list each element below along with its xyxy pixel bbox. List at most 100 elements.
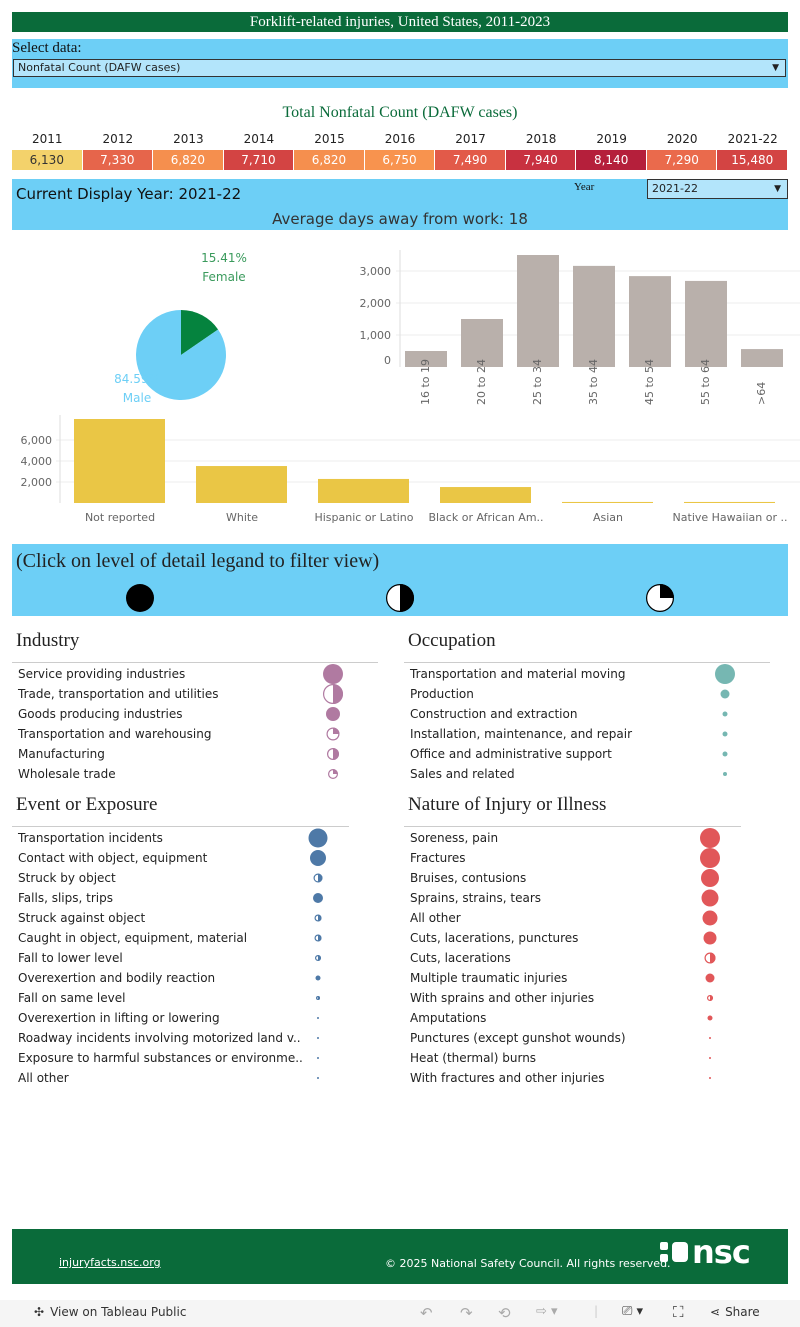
size-circle-icon[interactable] (714, 663, 736, 685)
size-circle-icon[interactable] (722, 751, 729, 758)
pie-slice-male[interactable] (136, 310, 226, 400)
list-item[interactable]: Struck by object (12, 868, 349, 888)
list-item[interactable]: Transportation and warehousing (12, 724, 378, 744)
legend-quarter-circle-icon[interactable] (645, 583, 675, 613)
share-button[interactable]: ⋖ Share (710, 1305, 760, 1319)
size-circle-icon[interactable] (315, 975, 322, 982)
size-circle-icon[interactable] (703, 931, 718, 946)
size-circle-icon[interactable] (706, 994, 714, 1002)
list-item[interactable]: Bruises, contusions (404, 868, 741, 888)
size-circle-icon[interactable] (326, 727, 341, 742)
list-item[interactable]: Struck against object (12, 908, 349, 928)
size-circle-icon[interactable] (702, 910, 719, 927)
list-item[interactable]: Cuts, lacerations (404, 948, 741, 968)
list-item[interactable]: Sprains, strains, tears (404, 888, 741, 908)
list-item[interactable]: Fall to lower level (12, 948, 349, 968)
race-bar[interactable] (562, 501, 653, 503)
race-bar[interactable] (684, 501, 775, 503)
size-circle-icon[interactable] (314, 914, 323, 923)
list-item[interactable]: Wholesale trade (12, 764, 378, 784)
size-circle-icon[interactable] (312, 892, 324, 904)
size-circle-icon[interactable] (327, 768, 339, 780)
list-item[interactable]: Cuts, lacerations, punctures (404, 928, 741, 948)
size-circle-icon[interactable] (322, 663, 344, 685)
list-item[interactable]: Overexertion and bodily reaction (12, 968, 349, 988)
age-bar[interactable] (629, 276, 671, 367)
revert-icon[interactable]: ⟲ (498, 1304, 511, 1322)
pie-slice-female[interactable] (181, 310, 219, 355)
age-bar[interactable] (685, 280, 727, 367)
refresh-icon[interactable]: ⇨ ▾ (536, 1304, 558, 1319)
list-item[interactable]: Trade, transportation and utilities (12, 684, 378, 704)
list-item[interactable]: Transportation and material moving (404, 664, 770, 684)
size-circle-icon[interactable] (707, 1015, 714, 1022)
size-circle-icon[interactable] (316, 1016, 320, 1020)
age-bar[interactable] (573, 265, 615, 367)
footer-link[interactable]: injuryfacts.nsc.org (59, 1256, 161, 1269)
age-bar[interactable] (405, 351, 447, 367)
view-on-tableau-button[interactable]: ✣ View on Tableau Public (34, 1305, 186, 1319)
size-circle-icon[interactable] (308, 828, 329, 849)
size-circle-icon[interactable] (722, 711, 729, 718)
list-item[interactable]: Construction and extraction (404, 704, 770, 724)
size-circle-icon[interactable] (722, 771, 728, 777)
list-item[interactable]: Punctures (except gunshot wounds) (404, 1028, 741, 1048)
list-item[interactable]: Sales and related (404, 764, 770, 784)
list-item[interactable]: Office and administrative support (404, 744, 770, 764)
list-item[interactable]: Overexertion in lifting or lowering (12, 1008, 349, 1028)
list-item[interactable]: Caught in object, equipment, material (12, 928, 349, 948)
list-item[interactable]: Heat (thermal) burns (404, 1048, 741, 1068)
race-bar[interactable] (196, 466, 287, 503)
list-item[interactable]: Production (404, 684, 770, 704)
list-item[interactable]: Transportation incidents (12, 828, 349, 848)
size-circle-icon[interactable] (708, 1036, 712, 1040)
list-item[interactable]: All other (404, 908, 741, 928)
size-circle-icon[interactable] (699, 847, 721, 869)
year-value-cell[interactable]: 6,820 (294, 150, 365, 170)
size-circle-icon[interactable] (316, 1036, 320, 1040)
year-dropdown[interactable]: 2021-22 ▼ (647, 179, 788, 199)
list-item[interactable]: With fractures and other injuries (404, 1068, 741, 1088)
list-item[interactable]: Roadway incidents involving motorized la… (12, 1028, 349, 1048)
size-circle-icon[interactable] (314, 934, 323, 943)
legend-half-circle-icon[interactable] (385, 583, 415, 613)
year-value-cell[interactable]: 6,820 (153, 150, 224, 170)
select-data-dropdown[interactable]: Nonfatal Count (DAFW cases) ▼ (13, 59, 786, 77)
list-item[interactable]: Fall on same level (12, 988, 349, 1008)
race-bar[interactable] (74, 419, 165, 503)
year-value-cell[interactable]: 7,940 (505, 150, 577, 170)
size-circle-icon[interactable] (325, 706, 341, 722)
age-bar[interactable] (741, 349, 783, 367)
size-circle-icon[interactable] (699, 827, 721, 849)
legend-full-circle-icon[interactable] (125, 583, 155, 613)
size-circle-icon[interactable] (326, 747, 340, 761)
size-circle-icon[interactable] (322, 683, 344, 705)
year-value-cell[interactable]: 7,330 (82, 150, 154, 170)
year-value-cell[interactable]: 7,290 (646, 150, 718, 170)
size-circle-icon[interactable] (708, 1056, 712, 1060)
list-item[interactable]: All other (12, 1068, 349, 1088)
list-item[interactable]: Falls, slips, trips (12, 888, 349, 908)
year-value-cell[interactable]: 15,480 (717, 150, 789, 170)
list-item[interactable]: Fractures (404, 848, 741, 868)
size-circle-icon[interactable] (708, 1076, 712, 1080)
undo-icon[interactable]: ↶ (420, 1304, 433, 1322)
list-item[interactable]: Soreness, pain (404, 828, 741, 848)
list-item[interactable]: Contact with object, equipment (12, 848, 349, 868)
size-circle-icon[interactable] (722, 731, 729, 738)
year-value-cell[interactable]: 7,490 (435, 150, 506, 170)
size-circle-icon[interactable] (309, 849, 327, 867)
age-bar[interactable] (517, 255, 559, 367)
age-bar[interactable] (461, 319, 503, 367)
fullscreen-icon[interactable]: ⛶ (673, 1303, 684, 1321)
year-value-cell[interactable]: 6,750 (364, 150, 436, 170)
race-bar[interactable] (318, 478, 409, 503)
list-item[interactable]: With sprains and other injuries (404, 988, 741, 1008)
download-icon[interactable]: ⎚ ▾ (622, 1304, 644, 1319)
race-bar[interactable] (440, 487, 531, 503)
list-item[interactable]: Exposure to harmful substances or enviro… (12, 1048, 349, 1068)
size-circle-icon[interactable] (700, 868, 720, 888)
list-item[interactable]: Goods producing industries (12, 704, 378, 724)
year-value-cell[interactable]: 7,710 (223, 150, 295, 170)
year-value-cell[interactable]: 6,130 (12, 150, 83, 170)
